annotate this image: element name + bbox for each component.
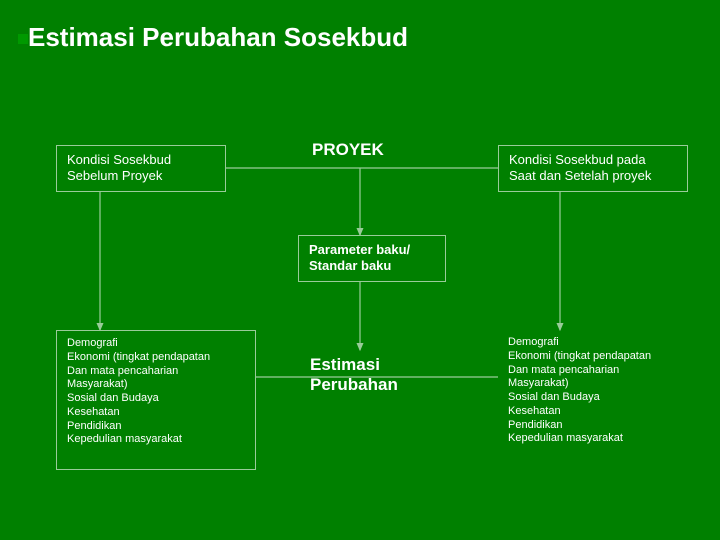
- box-after-condition: Kondisi Sosekbud pada Saat dan Setelah p…: [498, 145, 688, 192]
- slide: Estimasi Perubahan Sosekbud Kondisi Sose…: [0, 0, 720, 540]
- box-left-list-text: Demografi Ekonomi (tingkat pendapatan Da…: [67, 337, 245, 447]
- box-left-list: Demografi Ekonomi (tingkat pendapatan Da…: [56, 330, 256, 470]
- box-before-text: Kondisi Sosekbud Sebelum Proyek: [67, 152, 215, 185]
- box-after-text: Kondisi Sosekbud pada Saat dan Setelah p…: [509, 152, 677, 185]
- box-parameter: Parameter baku/ Standar baku: [298, 235, 446, 282]
- box-right-list-text: Demografi Ekonomi (tingkat pendapatan Da…: [508, 336, 688, 446]
- slide-title: Estimasi Perubahan Sosekbud: [28, 22, 408, 53]
- box-right-list: Demografi Ekonomi (tingkat pendapatan Da…: [498, 330, 698, 470]
- box-parameter-text: Parameter baku/ Standar baku: [309, 242, 435, 275]
- label-proyek: PROYEK: [312, 140, 384, 160]
- label-estimasi: Estimasi Perubahan: [310, 355, 398, 395]
- box-before-condition: Kondisi Sosekbud Sebelum Proyek: [56, 145, 226, 192]
- title-bullet: [18, 34, 28, 44]
